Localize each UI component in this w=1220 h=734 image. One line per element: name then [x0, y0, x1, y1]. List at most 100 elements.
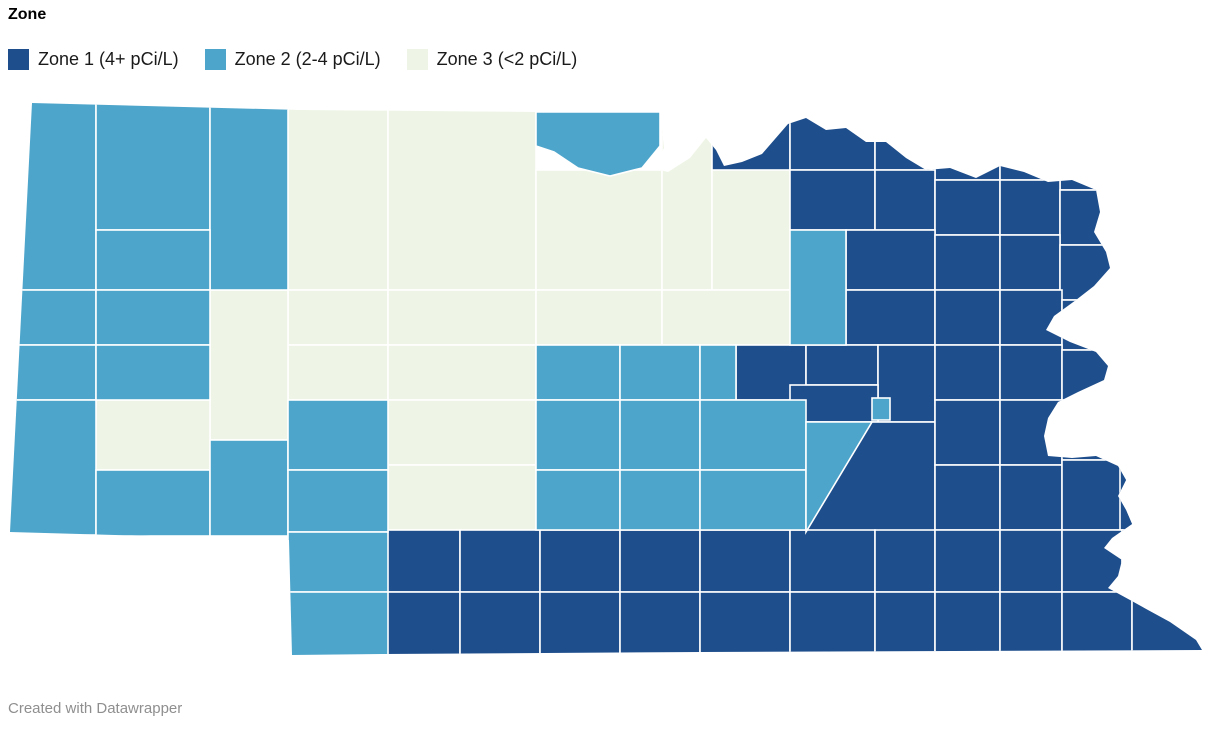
county-shape-zone-2[interactable]: [287, 591, 389, 656]
county-shape-zone-3[interactable]: [287, 107, 389, 291]
county-shape-zone-1[interactable]: [999, 289, 1063, 346]
county-shape-zone-1[interactable]: [934, 591, 1001, 656]
county-shape-zone-1[interactable]: [1059, 107, 1133, 191]
county-shape-zone-2[interactable]: [95, 344, 211, 401]
county-shape-zone-1[interactable]: [539, 529, 621, 593]
county-shape-zone-3[interactable]: [661, 289, 791, 346]
county-shape-zone-2[interactable]: [699, 344, 737, 401]
county-shape-zone-1[interactable]: [934, 234, 1001, 291]
county-shape-zone-1[interactable]: [874, 529, 936, 593]
county-shape-zone-2[interactable]: [95, 229, 211, 291]
county-shape-zone-1[interactable]: [845, 289, 936, 346]
county-shape-zone-2[interactable]: [871, 397, 891, 421]
county-shape-zone-3[interactable]: [535, 169, 663, 291]
county-shape-zone-1[interactable]: [789, 107, 876, 171]
county-shape-zone-2[interactable]: [699, 399, 807, 471]
county-shape-zone-1[interactable]: [934, 529, 1001, 593]
county-shape-zone-1[interactable]: [934, 289, 1001, 346]
county-shape-zone-2[interactable]: [619, 399, 701, 471]
county-shape-zone-1[interactable]: [934, 464, 1001, 531]
zone-1-label: Zone 1 (4+ pCi/L): [38, 49, 179, 69]
county-shape-zone-1[interactable]: [1061, 349, 1133, 401]
county-shape-zone-2[interactable]: [287, 531, 389, 593]
county-shape-zone-2[interactable]: [619, 344, 701, 401]
county-shape-zone-3[interactable]: [209, 289, 289, 441]
county-shape-zone-2[interactable]: [8, 289, 97, 346]
county-shape-zone-1[interactable]: [1121, 529, 1183, 593]
county-shape-zone-2[interactable]: [535, 399, 621, 471]
county-shape-zone-2[interactable]: [535, 111, 661, 177]
county-shape-zone-1[interactable]: [999, 399, 1063, 466]
county-shape-zone-1[interactable]: [699, 591, 791, 656]
county-shape-zone-1[interactable]: [934, 107, 1001, 181]
county-shape-zone-3[interactable]: [387, 107, 537, 291]
county-shape-zone-1[interactable]: [383, 591, 461, 656]
county-shape-zone-1[interactable]: [999, 344, 1063, 401]
county-shape-zone-2[interactable]: [209, 439, 289, 537]
county-shape-zone-1[interactable]: [999, 179, 1061, 236]
county-shape-zone-1[interactable]: [699, 529, 791, 593]
county-shape-zone-1[interactable]: [1131, 591, 1208, 656]
county-shape-zone-3[interactable]: [287, 344, 389, 401]
county-shape-zone-3[interactable]: [711, 167, 791, 291]
county-shape-zone-3[interactable]: [387, 399, 537, 466]
county-shape-zone-1[interactable]: [1059, 244, 1133, 301]
county-shape-zone-1[interactable]: [789, 169, 876, 231]
county-shape-zone-3[interactable]: [387, 344, 537, 401]
legend-item-zone-3: Zone 3 (<2 pCi/L): [406, 47, 577, 71]
zone-2-color-swatch: [204, 48, 226, 70]
county-shape-zone-1[interactable]: [874, 107, 936, 171]
county-shape-zone-2[interactable]: [95, 289, 211, 346]
county-shape-zone-1[interactable]: [1059, 189, 1133, 246]
county-shape-zone-1[interactable]: [999, 234, 1061, 291]
county-shape-zone-2[interactable]: [287, 399, 389, 471]
county-shape-zone-1[interactable]: [789, 591, 876, 656]
legend-item-zone-1: Zone 1 (4+ pCi/L): [8, 47, 179, 71]
county-shape-zone-2[interactable]: [95, 469, 211, 537]
county-shape-zone-1[interactable]: [459, 591, 541, 656]
county-shape-zone-1[interactable]: [459, 529, 541, 593]
county-shape-zone-1[interactable]: [874, 591, 936, 656]
datawrapper-attribution-link[interactable]: Created with Datawrapper: [8, 700, 183, 717]
county-shape-zone-1[interactable]: [934, 179, 1001, 236]
county-shape-zone-1[interactable]: [619, 529, 701, 593]
county-shape-zone-3[interactable]: [95, 399, 211, 471]
county-shape-zone-1[interactable]: [934, 344, 1001, 401]
county-shape-zone-2[interactable]: [8, 344, 97, 401]
county-shape-zone-2[interactable]: [619, 469, 701, 531]
county-shape-zone-1[interactable]: [805, 344, 879, 386]
county-shape-zone-3[interactable]: [661, 109, 713, 291]
county-shape-zone-1[interactable]: [845, 229, 936, 291]
county-shape-zone-1[interactable]: [874, 169, 936, 231]
county-shape-zone-1[interactable]: [1119, 454, 1183, 531]
county-shape-zone-3[interactable]: [535, 289, 663, 346]
county-shape-zone-1[interactable]: [999, 529, 1063, 593]
county-shape-zone-1[interactable]: [619, 591, 701, 656]
county-shape-zone-2[interactable]: [209, 100, 289, 291]
county-shape-zone-1[interactable]: [383, 529, 461, 593]
county-shape-zone-1[interactable]: [539, 591, 621, 656]
county-shape-zone-1[interactable]: [1061, 299, 1133, 351]
county-shape-zone-1[interactable]: [1061, 399, 1133, 461]
county-shape-zone-2[interactable]: [699, 469, 807, 531]
county-shape-zone-1[interactable]: [711, 107, 791, 171]
county-shape-zone-1[interactable]: [1061, 529, 1123, 593]
county-shape-zone-2[interactable]: [95, 100, 211, 231]
county-shape-zone-1[interactable]: [999, 107, 1061, 181]
county-shape-zone-1[interactable]: [789, 529, 876, 593]
county-shape-zone-2[interactable]: [535, 469, 621, 531]
county-shape-zone-3[interactable]: [387, 464, 537, 531]
county-shape-zone-3[interactable]: [387, 289, 537, 346]
county-shape-zone-1[interactable]: [999, 591, 1063, 656]
county-shape-zone-2[interactable]: [535, 344, 621, 401]
county-shape-zone-3[interactable]: [287, 289, 389, 346]
county-shape-zone-1[interactable]: [999, 464, 1063, 531]
county-shape-zone-1[interactable]: [1061, 591, 1133, 656]
county-shape-zone-2[interactable]: [789, 229, 847, 346]
county-shape-zone-2[interactable]: [805, 421, 874, 535]
county-shape-zone-2[interactable]: [287, 469, 389, 533]
county-shape-zone-1[interactable]: [934, 399, 1001, 466]
county-shape-zone-2[interactable]: [8, 399, 97, 536]
county-shape-zone-2[interactable]: [8, 100, 97, 291]
